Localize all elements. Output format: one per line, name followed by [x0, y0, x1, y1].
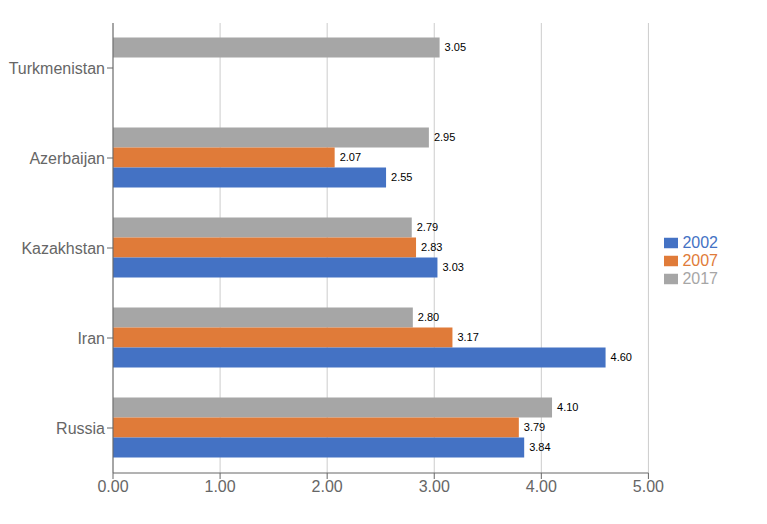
- svg-text:3.05: 3.05: [445, 41, 466, 53]
- svg-text:1.00: 1.00: [205, 478, 236, 495]
- svg-text:2.07: 2.07: [340, 151, 361, 163]
- svg-text:3.84: 3.84: [529, 441, 550, 453]
- svg-text:2.00: 2.00: [312, 478, 343, 495]
- svg-text:4.10: 4.10: [557, 401, 578, 413]
- svg-text:5.00: 5.00: [633, 478, 664, 495]
- svg-text:0.00: 0.00: [97, 478, 128, 495]
- svg-text:Turkmenistan: Turkmenistan: [9, 60, 105, 77]
- svg-text:2.83: 2.83: [421, 241, 442, 253]
- svg-text:Kazakhstan: Kazakhstan: [21, 240, 105, 257]
- svg-text:3.03: 3.03: [442, 261, 463, 273]
- svg-text:Russia: Russia: [56, 420, 105, 437]
- svg-text:Azerbaijan: Azerbaijan: [29, 150, 105, 167]
- svg-text:3.00: 3.00: [419, 478, 450, 495]
- html-text:2007: 2007: [682, 251, 718, 269]
- svg-text:Iran: Iran: [77, 330, 105, 347]
- svg-text:4.00: 4.00: [526, 478, 557, 495]
- svg-text:2.55: 2.55: [391, 171, 412, 183]
- html-text:2017: 2017: [682, 269, 718, 287]
- svg-text:2.80: 2.80: [418, 311, 439, 323]
- svg-text:3.79: 3.79: [524, 421, 545, 433]
- svg-text:2.95: 2.95: [434, 131, 455, 143]
- svg-text:2.79: 2.79: [417, 221, 438, 233]
- svg-text:3.17: 3.17: [457, 331, 478, 343]
- html-text:2002: 2002: [682, 233, 718, 251]
- svg-text:4.60: 4.60: [611, 351, 632, 363]
